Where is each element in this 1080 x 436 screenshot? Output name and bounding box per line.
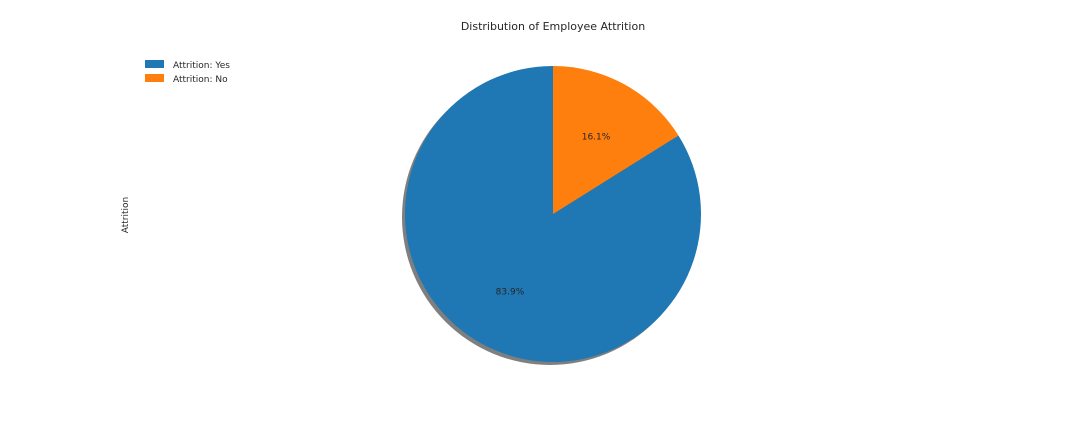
chart-title: Distribution of Employee Attrition [461, 20, 645, 33]
legend-swatch-attrition-yes [145, 60, 164, 68]
pie-percent-label-1: 16.1% [582, 132, 611, 142]
pie-percent-labels: 83.9% 16.1% [496, 132, 611, 297]
legend-swatch-attrition-no [145, 74, 164, 82]
pie-slices [405, 66, 701, 362]
pie-percent-label-0: 83.9% [496, 288, 525, 298]
y-axis-label: Attrition [121, 197, 131, 234]
legend-label-attrition-no: Attrition: No [173, 75, 228, 85]
legend: Attrition: Yes Attrition: No [145, 60, 230, 85]
pie-slice-attrition-no [553, 66, 679, 214]
legend-label-attrition-yes: Attrition: Yes [173, 61, 230, 71]
